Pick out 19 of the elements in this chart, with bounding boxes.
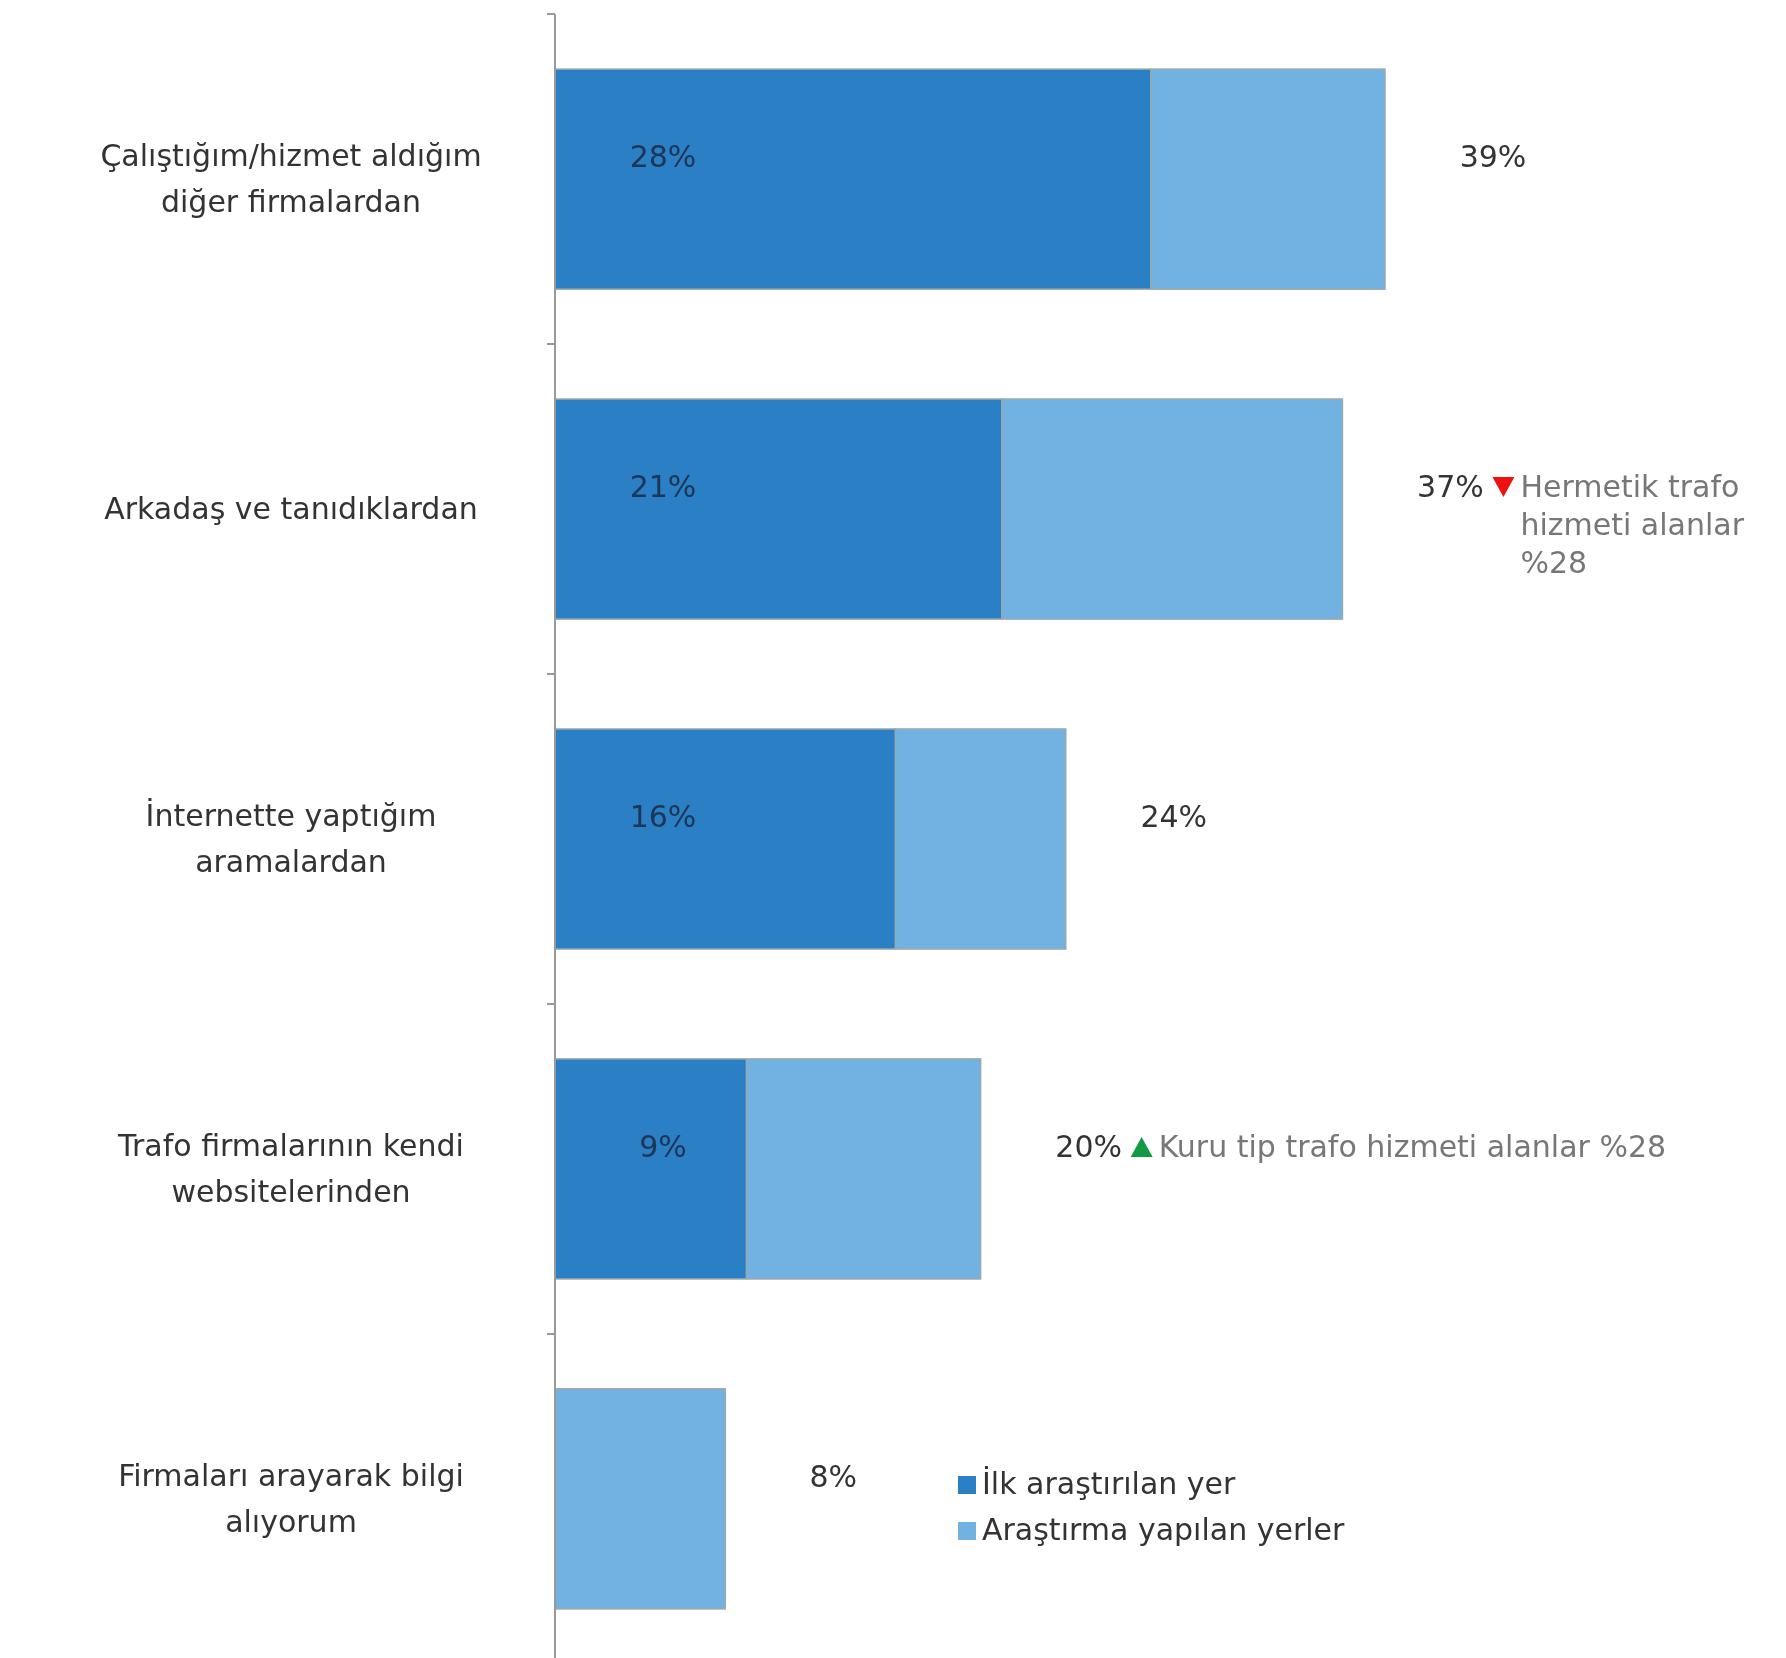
legend-label: Araştırma yapılan yerler	[982, 1512, 1346, 1547]
data-label: 16%	[629, 799, 697, 834]
data-label: 28%	[629, 139, 697, 175]
y-tick-label: İnternette yaptığım aramalardan	[145, 798, 437, 879]
total-label: 37%	[1417, 469, 1484, 505]
legend-label: İlk araştırılan yer	[982, 1466, 1237, 1501]
total-label: 8%	[809, 1458, 858, 1494]
bar	[554, 1388, 727, 1610]
total-label: 39%	[1459, 139, 1527, 175]
total-label: 24%	[1140, 799, 1208, 834]
annotation: Kuru tip trafo hizmeti alanlar %28	[1158, 1128, 1667, 1164]
y-tick-label: Çalıştığım/hizmet aldığım diğer firmalardan	[100, 138, 482, 220]
y-tick-label: Firmaları arayarak bilgi alıyorum	[118, 1457, 464, 1539]
data-label: 21%	[629, 469, 697, 505]
y-tick-label: Trafo firmalarının kendi websitelerinden	[117, 1127, 464, 1209]
y-tick-label: Arkadaş ve tanıdıklardan	[104, 491, 478, 527]
data-label: 9%	[639, 1128, 687, 1164]
text: Hermetik trafo hizmeti alanlar %28	[1520, 469, 1745, 581]
total-label: 20%	[1055, 1128, 1122, 1164]
